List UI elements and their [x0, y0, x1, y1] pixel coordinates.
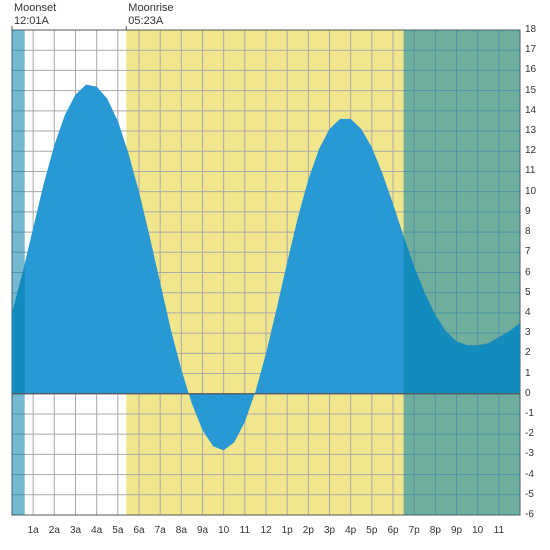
- x-tick-label: 10: [218, 525, 229, 536]
- moonrise-label: Moonrise05:23A: [128, 2, 173, 28]
- x-tick-label: 5p: [366, 525, 377, 536]
- x-tick-label: 7p: [409, 525, 420, 536]
- x-tick-label: 12: [260, 525, 271, 536]
- x-tick-label: 10: [472, 525, 483, 536]
- y-tick-label: 6: [525, 267, 545, 278]
- x-tick-label: 4p: [345, 525, 356, 536]
- y-tick-label: 10: [525, 186, 545, 197]
- chart-svg: [0, 0, 550, 550]
- y-tick-label: -1: [525, 408, 545, 419]
- y-tick-label: -4: [525, 469, 545, 480]
- y-tick-label: 12: [525, 145, 545, 156]
- x-tick-label: 2p: [303, 525, 314, 536]
- y-tick-label: -3: [525, 448, 545, 459]
- x-tick-label: 1a: [28, 525, 39, 536]
- y-tick-label: -5: [525, 489, 545, 500]
- moonset-title: Moonset: [14, 2, 56, 14]
- y-tick-label: 5: [525, 287, 545, 298]
- twilight-band-1: [404, 30, 520, 515]
- y-tick-label: 9: [525, 206, 545, 217]
- x-tick-label: 9p: [451, 525, 462, 536]
- x-tick-label: 7a: [155, 525, 166, 536]
- y-tick-label: 16: [525, 64, 545, 75]
- x-tick-label: 3p: [324, 525, 335, 536]
- twilight-band-0: [12, 30, 25, 515]
- x-tick-label: 9a: [197, 525, 208, 536]
- y-tick-label: 8: [525, 226, 545, 237]
- x-tick-label: 6p: [387, 525, 398, 536]
- y-tick-label: 18: [525, 24, 545, 35]
- x-tick-label: 2a: [49, 525, 60, 536]
- y-tick-label: -6: [525, 509, 545, 520]
- y-tick-label: 11: [525, 165, 545, 176]
- x-tick-label: 11: [240, 525, 250, 536]
- y-tick-label: 3: [525, 327, 545, 338]
- moonrise-title: Moonrise: [128, 2, 173, 14]
- x-tick-label: 5a: [112, 525, 123, 536]
- tide-chart: Moonset12:01AMoonrise05:23A1817161514131…: [0, 0, 550, 550]
- x-tick-label: 8a: [176, 525, 187, 536]
- x-tick-label: 1p: [282, 525, 293, 536]
- y-tick-label: 15: [525, 85, 545, 96]
- x-tick-label: 3a: [70, 525, 81, 536]
- y-tick-label: 4: [525, 307, 545, 318]
- y-tick-label: 17: [525, 44, 545, 55]
- moonset-label: Moonset12:01A: [14, 2, 56, 28]
- x-tick-label: 8p: [430, 525, 441, 536]
- y-tick-label: 1: [525, 368, 545, 379]
- y-tick-label: 7: [525, 246, 545, 257]
- x-tick-label: 4a: [91, 525, 102, 536]
- x-tick-label: 6a: [133, 525, 144, 536]
- y-tick-label: 0: [525, 388, 545, 399]
- x-tick-label: 11: [494, 525, 504, 536]
- y-tick-label: 13: [525, 125, 545, 136]
- moonrise-time: 05:23A: [128, 15, 163, 27]
- moonset-time: 12:01A: [14, 15, 49, 27]
- y-tick-label: 2: [525, 347, 545, 358]
- y-tick-label: -2: [525, 428, 545, 439]
- y-tick-label: 14: [525, 105, 545, 116]
